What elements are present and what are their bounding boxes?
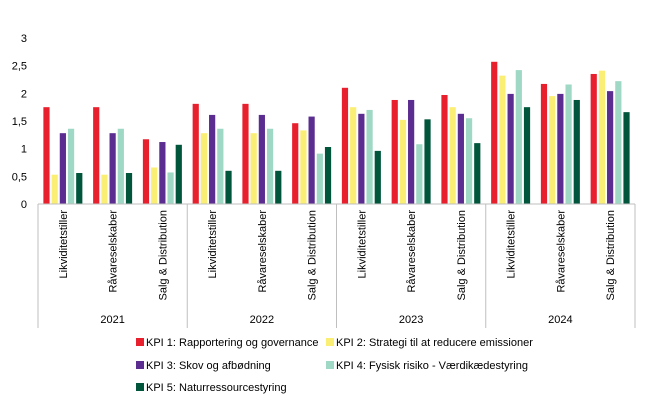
- bar: [59, 133, 66, 204]
- bar: [159, 142, 166, 204]
- bar: [43, 107, 50, 204]
- category-label: Råvareselskaber: [406, 210, 418, 293]
- legend-label: KPI 1: Rapportering og governance: [146, 337, 318, 349]
- category-label: Råvareselskaber: [257, 210, 269, 293]
- year-label: 2023: [399, 314, 423, 326]
- bar: [175, 144, 182, 204]
- y-tick-label: 0,5: [12, 171, 27, 183]
- bar: [449, 107, 456, 204]
- bar: [142, 139, 150, 204]
- legend-label: KPI 4: Fysisk risiko - Værdikædestyring: [336, 360, 528, 372]
- legend-swatch: [136, 383, 144, 391]
- category-label: Likviditetstiller: [207, 210, 219, 279]
- bar: [474, 143, 481, 204]
- legend-swatch: [326, 361, 334, 369]
- year-label: 2022: [250, 314, 274, 326]
- legend-swatch: [326, 338, 334, 346]
- y-tick-label: 1,5: [12, 116, 27, 128]
- bar: [491, 61, 498, 204]
- category-label: Likviditetstiller: [506, 210, 518, 279]
- bar: [316, 153, 323, 204]
- bar: [266, 128, 274, 204]
- category-label: Salg & Distribution: [157, 210, 169, 301]
- bar: [350, 107, 357, 204]
- y-tick-label: 1: [21, 144, 27, 156]
- bar: [399, 119, 407, 204]
- bar: [109, 133, 116, 204]
- bar: [292, 123, 299, 204]
- legend-label: KPI 5: Naturressourcestyring: [146, 382, 287, 394]
- bar: [424, 119, 431, 204]
- y-tick-label: 3: [21, 33, 27, 45]
- bar: [507, 93, 514, 204]
- category-label: Salg & Distribution: [307, 210, 319, 301]
- bar: [416, 144, 423, 204]
- bar: [607, 91, 614, 204]
- bar: [101, 174, 108, 204]
- bar: [341, 87, 349, 204]
- category-label: Salg & Distribution: [605, 210, 617, 301]
- y-tick-label: 2,5: [12, 61, 27, 73]
- bar: [167, 172, 174, 204]
- bar: [192, 103, 199, 204]
- category-label: Råvareselskaber: [555, 210, 567, 293]
- bar: [324, 147, 332, 204]
- bar: [374, 150, 381, 204]
- bar: [549, 96, 556, 204]
- year-label: 2021: [100, 314, 124, 326]
- category-label: Råvareselskaber: [108, 210, 120, 293]
- bar: [391, 99, 398, 204]
- bar: [67, 128, 75, 204]
- bar: [258, 114, 265, 204]
- bar: [441, 94, 448, 204]
- y-tick-label: 0: [21, 199, 27, 211]
- category-label: Likviditetstiller: [356, 210, 368, 279]
- bar: [250, 133, 257, 204]
- bar: [623, 112, 630, 204]
- category-label: Salg & Distribution: [456, 210, 468, 301]
- bar: [465, 118, 473, 204]
- bar: [408, 99, 415, 204]
- bar: [117, 128, 124, 204]
- bar: [557, 93, 564, 204]
- bar: [615, 81, 622, 204]
- bar: [125, 173, 133, 204]
- bar: [523, 107, 531, 204]
- bar: [358, 113, 365, 204]
- bar: [515, 70, 522, 204]
- legend-label: KPI 2: Strategi til at reducere emission…: [336, 337, 533, 349]
- legend-label: KPI 3: Skov og afbødning: [146, 360, 271, 372]
- bar: [540, 83, 548, 204]
- bar: [366, 109, 373, 204]
- bar: [217, 128, 224, 204]
- bar: [308, 116, 315, 204]
- legend-swatch: [136, 338, 144, 346]
- y-tick-label: 2: [21, 88, 27, 100]
- bar: [300, 130, 307, 204]
- bar: [499, 75, 506, 204]
- bar: [200, 133, 208, 204]
- bar: [242, 103, 249, 204]
- bar: [573, 99, 580, 204]
- bar: [225, 170, 232, 204]
- bar: [275, 170, 282, 204]
- legend-swatch: [136, 361, 144, 369]
- bar: [598, 70, 606, 205]
- bar: [209, 114, 216, 204]
- bar: [76, 173, 83, 204]
- bar: [590, 73, 597, 204]
- bar: [565, 84, 572, 204]
- bar: [93, 107, 100, 204]
- bar: [151, 167, 158, 204]
- bar: [457, 113, 464, 204]
- year-label: 2024: [548, 314, 572, 326]
- bar: [51, 174, 58, 204]
- category-label: Likviditetstiller: [58, 210, 70, 279]
